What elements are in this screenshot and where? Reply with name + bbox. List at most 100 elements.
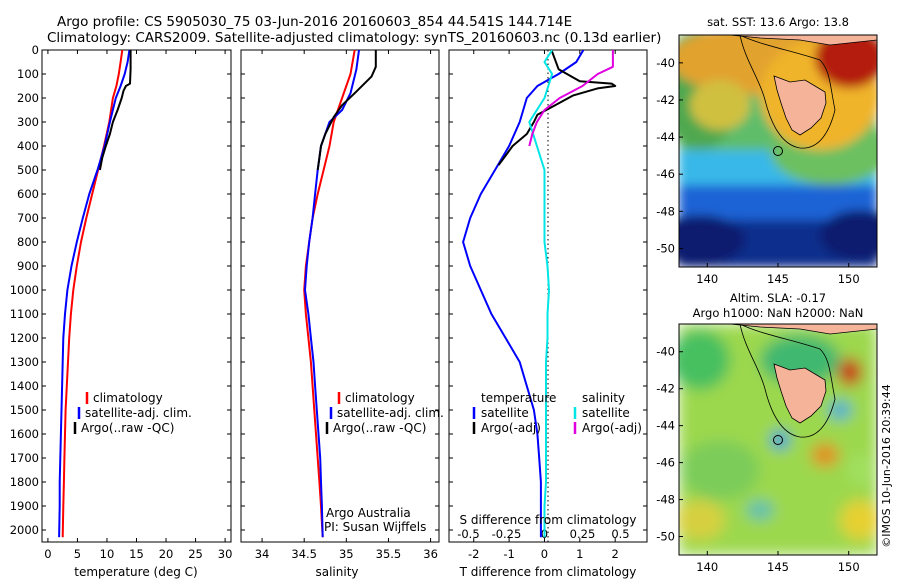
temperature-legend: climatology satellite-adj. clim. Argo(..… xyxy=(73,391,192,435)
temperature-xlabel: temperature (deg C) xyxy=(74,565,197,579)
legend-label-argo: Argo(..raw -QC) xyxy=(81,421,174,435)
y-tick-label: 1400 xyxy=(10,379,39,393)
y-tick-label: 1200 xyxy=(10,331,39,345)
series-line-satellite-adj-clim- xyxy=(58,50,131,538)
legend-label-satellite: satellite-adj. clim. xyxy=(337,406,444,420)
sla-map-subtitle: Argo h1000: NaN h2000: NaN xyxy=(693,306,864,320)
map-y-tick-label: -44 xyxy=(656,419,675,433)
y-tick-label: 1700 xyxy=(10,451,39,465)
legend-label-t-argo: Argo(-adj) xyxy=(481,421,541,435)
x-tick-label: 34.5 xyxy=(291,547,317,561)
series-line-argo-adj- xyxy=(528,50,614,147)
map-x-tick-label: 145 xyxy=(767,272,789,286)
map-x-tick-label: 140 xyxy=(696,272,718,286)
sst-map: sat. SST: 13.6 Argo: 13.8 140 14 xyxy=(656,15,878,286)
x-tick-label: 36 xyxy=(423,547,438,561)
y-tick-label: 1300 xyxy=(10,355,39,369)
map-x-tick-label: 150 xyxy=(838,272,860,286)
series-line-argo-raw-qc- xyxy=(98,50,132,171)
series-line-climatology xyxy=(61,50,124,538)
legend-title-salinity: salinity xyxy=(582,391,625,405)
temperature-lines xyxy=(58,50,132,538)
legend-label-s-satellite: satellite xyxy=(582,406,630,420)
y-tick-label: 1100 xyxy=(10,307,39,321)
argo-position-marker-sla xyxy=(773,435,783,445)
y-tick-label: 600 xyxy=(17,187,39,201)
y-tick-label: 1900 xyxy=(10,499,39,513)
x-tick-label: 1 xyxy=(576,547,583,561)
x-tick-label: 30 xyxy=(218,547,233,561)
x-tick-label: 20 xyxy=(159,547,174,561)
difference-y-ticks xyxy=(449,49,647,531)
pi-note: PI: Susan Wijffels xyxy=(324,520,426,534)
map-y-tick-label: -46 xyxy=(656,456,675,470)
tasmania-land-sla xyxy=(773,363,827,424)
temperature-y-ticks: 0 100 200 300 400 500 600 700 800 900 1000 1100 1200… xyxy=(10,43,231,537)
sla-field xyxy=(679,324,877,555)
legend-label-argo: Argo(..raw -QC) xyxy=(333,421,426,435)
temperature-x-ticks: 0 5 10 15 20 25 30 xyxy=(44,50,232,561)
temperature-panel: 0 5 10 15 20 25 30 0 100 200 300 400 500 600 700 800 90… xyxy=(10,43,233,579)
y-tick-label: 500 xyxy=(17,163,39,177)
x-tick-label-salinity: 0.25 xyxy=(570,527,596,541)
argo-australia-note: Argo Australia xyxy=(326,506,411,520)
salinity-panel: 34 34.5 35 35.5 36 salinity climatology sate… xyxy=(240,49,444,579)
victoria-coast xyxy=(729,35,877,46)
map-y-tick-label: -48 xyxy=(656,493,675,507)
sla-map: Altim. SLA: -0.17 Argo h1000: NaN h2000:… xyxy=(656,291,878,574)
temperature-axes-frame xyxy=(41,49,232,543)
sst-map-ticks: 140 145 150 -40 -42 -44 -46 -48 -50 xyxy=(656,56,859,286)
y-tick-label: 400 xyxy=(17,139,39,153)
imos-watermark: ©IMOS 10-Jun-2016 20:39:44 xyxy=(880,384,893,548)
difference-legend: temperature salinity satellite Argo(-adj… xyxy=(472,391,642,435)
map-y-tick-label: -46 xyxy=(656,167,675,181)
legend-label-satellite: satellite-adj. clim. xyxy=(85,406,192,420)
y-tick-label: 1800 xyxy=(10,475,39,489)
x-tick-label: 10 xyxy=(100,547,115,561)
series-line-satellite xyxy=(528,50,554,538)
salinity-legend: climatology satellite-adj. clim. Argo(..… xyxy=(325,391,444,435)
x-tick-label: 34 xyxy=(255,547,270,561)
map-y-tick-label: -40 xyxy=(656,345,675,359)
tasmania-land xyxy=(773,75,827,136)
map-x-tick-label: 150 xyxy=(838,560,860,574)
difference-x-ticks: -2 -1 0 1 2 xyxy=(468,50,619,561)
difference-panel: -2 -1 0 1 2 -0.5 -0.25 0 0.25 0.5 T difference f… xyxy=(448,49,648,579)
map-y-tick-label: -50 xyxy=(656,241,675,255)
y-tick-label: 1500 xyxy=(10,403,39,417)
y-tick-label: 1600 xyxy=(10,427,39,441)
map-x-tick-label: 140 xyxy=(696,560,718,574)
difference-x-ticks-salinity: -0.5 -0.25 0 0.25 0.5 xyxy=(457,527,629,541)
x-tick-label-salinity: -0.25 xyxy=(492,527,522,541)
y-tick-label: 200 xyxy=(17,91,39,105)
series-line-satellite-adj-clim- xyxy=(304,50,360,538)
legend-label-climatology: climatology xyxy=(93,391,163,405)
y-tick-label: 900 xyxy=(17,259,39,273)
x-tick-label: 0 xyxy=(541,547,548,561)
y-tick-label: 700 xyxy=(17,211,39,225)
x-tick-label: 25 xyxy=(188,547,203,561)
y-tick-label: 800 xyxy=(17,235,39,249)
legend-title-temperature: temperature xyxy=(481,391,556,405)
x-tick-label: 0 xyxy=(44,547,51,561)
map-y-tick-label: -48 xyxy=(656,204,675,218)
difference-xlabel-t: T difference from climatology xyxy=(459,565,637,579)
map-x-tick-label: 145 xyxy=(767,560,789,574)
x-tick-label: 2 xyxy=(612,547,619,561)
isobath-contour xyxy=(739,35,836,149)
x-tick-label: 35 xyxy=(339,547,354,561)
x-tick-label: -1 xyxy=(503,547,514,561)
sla-map-title: Altim. SLA: -0.17 xyxy=(730,291,826,305)
header-line-2: Climatology: CARS2009. Satellite-adjuste… xyxy=(47,30,661,46)
salinity-axes-frame xyxy=(240,49,440,543)
victoria-coast-sla xyxy=(729,324,877,335)
map-y-tick-label: -50 xyxy=(656,530,675,544)
isobath-contour-sla xyxy=(739,324,836,438)
header-line-1: Argo profile: CS 5905030_75 03-Jun-2016 … xyxy=(57,14,572,30)
salinity-lines xyxy=(303,50,377,538)
x-tick-label-salinity: 0.5 xyxy=(611,527,629,541)
map-y-tick-label: -44 xyxy=(656,130,675,144)
legend-label-t-satellite: satellite xyxy=(481,406,529,420)
map-y-tick-label: -40 xyxy=(656,56,675,70)
